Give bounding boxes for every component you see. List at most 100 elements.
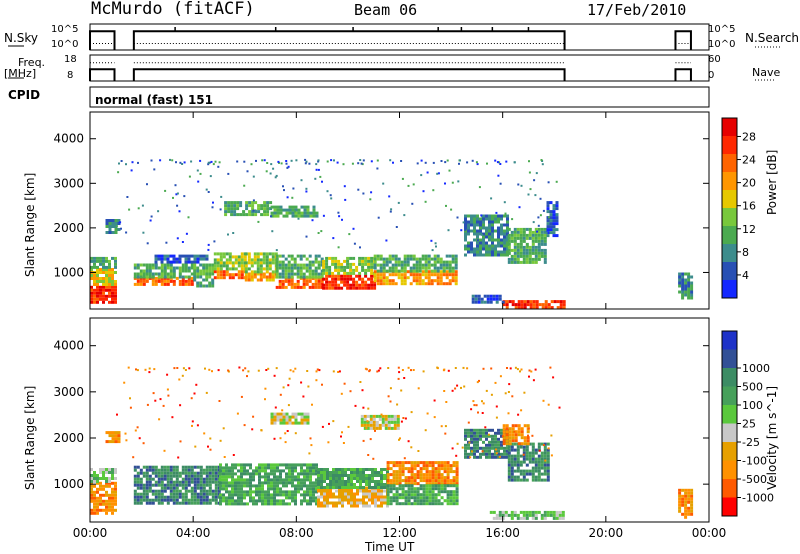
velocity-cell: [681, 488, 685, 492]
velocity-cell: [288, 421, 292, 425]
velocity-cell: [540, 457, 544, 461]
power-cell: [296, 269, 300, 273]
power-cell: [516, 254, 520, 258]
power-cell: [281, 272, 285, 276]
power-scatter: [431, 249, 434, 252]
power-cell: [409, 273, 413, 277]
velocity-cell: [501, 516, 505, 520]
velocity-cell: [222, 466, 225, 470]
velocity-cell: [175, 495, 179, 499]
power-cell: [184, 279, 188, 283]
power-cell: [268, 258, 272, 262]
power-cell: [331, 259, 335, 263]
velocity-cell: [214, 483, 218, 487]
velocity-cell: [377, 498, 380, 502]
power-cell: [240, 261, 244, 265]
power-cell: [287, 266, 291, 270]
power-cell: [211, 272, 215, 276]
velocity-cell: [208, 471, 212, 475]
power-cell: [216, 264, 220, 268]
power-cell: [492, 297, 496, 301]
velocity-scatter: [440, 425, 443, 428]
power-colorbar-cell: [722, 154, 737, 172]
power-cell: [136, 263, 140, 267]
velocity-cell: [434, 461, 438, 465]
velocity-cell: [368, 495, 371, 499]
power-scatter: [476, 163, 479, 166]
power-cell: [358, 277, 362, 281]
velocity-cell: [507, 478, 511, 482]
power-cell: [464, 235, 467, 239]
velocity-cell: [437, 482, 441, 486]
power-cell: [464, 220, 467, 224]
power-cell: [681, 284, 685, 288]
power-scatter: [548, 216, 550, 219]
velocity-cell: [145, 471, 149, 475]
power-cell: [464, 217, 467, 221]
power-cell: [190, 263, 194, 267]
power-scatter: [120, 160, 123, 162]
velocity-cell: [234, 490, 237, 494]
velocity-scatter: [132, 456, 135, 459]
velocity-cell: [434, 479, 438, 483]
power-cell: [202, 263, 206, 267]
velocity-cell: [184, 471, 188, 475]
velocity-cell: [303, 418, 307, 422]
power-cell: [373, 254, 377, 258]
power-cell: [219, 258, 223, 262]
power-cell: [216, 276, 220, 280]
velocity-cell: [199, 465, 203, 469]
power-cell: [111, 294, 114, 298]
velocity-cell: [371, 486, 374, 489]
power-cell: [325, 286, 329, 290]
velocity-cell: [148, 477, 152, 481]
velocity-cell: [258, 481, 261, 485]
velocity-cell: [139, 483, 143, 487]
velocity-cell: [531, 478, 535, 482]
power-cell: [507, 260, 511, 264]
power-scatter: [314, 177, 317, 180]
power-cell: [549, 210, 553, 214]
velocity-cell: [237, 469, 240, 473]
power-cell: [421, 257, 425, 261]
velocity-cell: [181, 471, 185, 475]
velocity-cell: [329, 489, 332, 493]
velocity-cell: [525, 445, 529, 449]
power-cell: [325, 271, 329, 275]
velocity-cell: [222, 475, 225, 479]
power-cell: [532, 306, 536, 310]
power-cell: [534, 257, 538, 261]
velocity-colorbar-cell: [722, 460, 737, 479]
power-cell: [445, 276, 449, 280]
velocity-cell: [520, 430, 524, 434]
velocity-cell: [139, 492, 143, 496]
velocity-cell: [341, 477, 344, 480]
power-scatter: [210, 160, 213, 163]
power-scatter: [338, 215, 341, 218]
power-cell: [690, 281, 694, 285]
velocity-cell: [507, 457, 511, 461]
power-cell: [555, 228, 559, 232]
power-cell: [488, 223, 491, 227]
velocity-cell: [237, 475, 240, 479]
power-cell: [367, 262, 371, 266]
power-cell: [534, 248, 538, 252]
power-cell: [454, 257, 458, 261]
power-cell: [488, 253, 491, 257]
power-cell: [337, 283, 341, 287]
power-cell: [552, 207, 556, 211]
velocity-cell: [543, 510, 547, 514]
power-cell: [448, 282, 452, 286]
power-cell: [488, 226, 491, 230]
power-cell: [555, 234, 559, 238]
power-cell: [540, 242, 544, 246]
power-cell: [244, 278, 248, 282]
velocity-cell: [181, 492, 185, 496]
power-cell: [454, 276, 458, 280]
power-cell: [205, 269, 209, 273]
velocity-cell: [678, 488, 682, 492]
velocity-cell: [684, 509, 688, 513]
power-cell: [543, 251, 547, 255]
power-cell: [240, 258, 244, 262]
velocity-cell: [246, 478, 249, 482]
